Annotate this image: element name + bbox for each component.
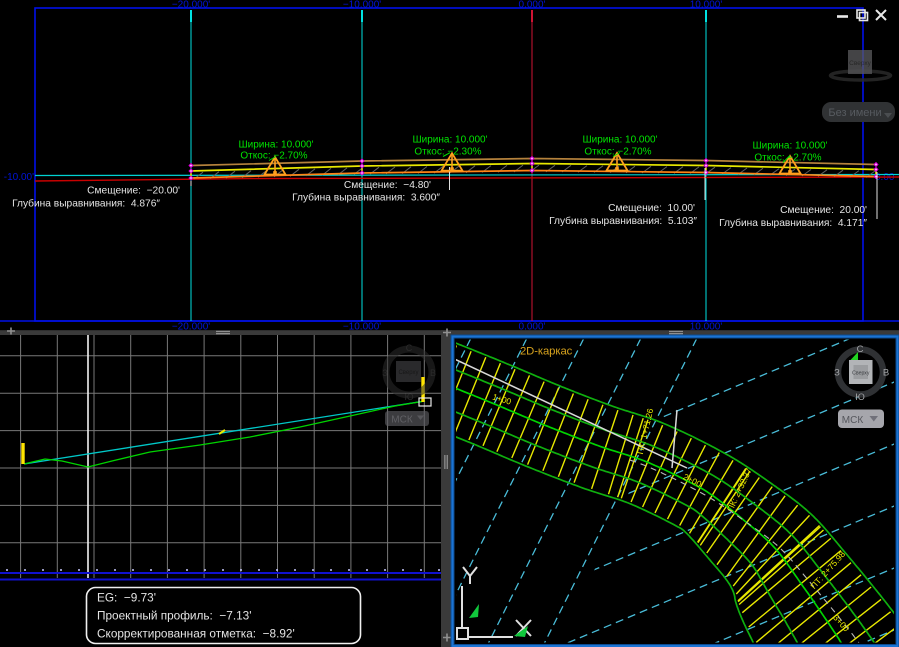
svg-text:Откос: −2.70%: Откос: −2.70%: [240, 151, 307, 162]
svg-text:Сверху: Сверху: [398, 370, 418, 376]
svg-text:−10.000': −10.000': [343, 321, 381, 332]
svg-text:Смещение: 10.00': Смещение: 10.00': [608, 203, 695, 214]
svg-text:−20.000': −20.000': [172, 321, 210, 332]
svg-text:Смещение: −4.80': Смещение: −4.80': [344, 180, 431, 191]
svg-text:В: В: [883, 368, 889, 379]
svg-text:−10.000': −10.000': [343, 0, 381, 11]
svg-text:Глубина выравнивания: 5.103″: Глубина выравнивания: 5.103″: [549, 215, 697, 227]
svg-text:МСК: МСК: [391, 415, 413, 426]
svg-text:Глубина выравнивания: 3.600″: Глубина выравнивания: 3.600″: [292, 192, 440, 204]
svg-text:10.000': 10.000': [690, 0, 723, 11]
svg-text:Скорректированная отметка: −8: Скорректированная отметка: −8.92': [97, 627, 295, 641]
svg-text:Ширина: 10.000': Ширина: 10.000': [752, 141, 827, 152]
svg-text:Сверху: Сверху: [849, 60, 871, 67]
svg-text:0.000': 0.000': [519, 321, 546, 332]
svg-text:Глубина выравнивания: 4.876″: Глубина выравнивания: 4.876″: [12, 198, 160, 210]
svg-text:Смещение: −20.00': Смещение: −20.00': [87, 186, 180, 197]
svg-text:Ширина: 10.000': Ширина: 10.000': [412, 135, 487, 146]
svg-text:Глубина выравнивания: 4.171″: Глубина выравнивания: 4.171″: [719, 217, 867, 229]
svg-text:-10.00': -10.00': [4, 172, 34, 183]
svg-text:Ширина: 10.000': Ширина: 10.000': [582, 135, 657, 146]
svg-text:В: В: [430, 368, 436, 378]
svg-text:Проектный профиль: −7.13': Проектный профиль: −7.13': [97, 609, 252, 623]
svg-text:Ю: Ю: [855, 392, 865, 403]
svg-text:З: З: [382, 368, 387, 378]
svg-text:Откос: −2.70%: Откос: −2.70%: [584, 147, 651, 158]
svg-text:Ю: Ю: [404, 392, 413, 402]
svg-text:2D-каркас: 2D-каркас: [520, 346, 573, 358]
svg-text:С: С: [406, 343, 413, 353]
svg-text:10.000': 10.000': [690, 321, 723, 332]
svg-text:Смещение: 20.00': Смещение: 20.00': [780, 205, 867, 216]
svg-text:EG: −9.73': EG: −9.73': [97, 591, 156, 605]
svg-text:Без имени: Без имени: [828, 107, 881, 119]
svg-text:0.000': 0.000': [519, 0, 546, 11]
svg-text:−20.000': −20.000': [172, 0, 210, 11]
svg-text:Ширина: 10.000': Ширина: 10.000': [238, 140, 313, 151]
svg-text:С: С: [857, 344, 864, 355]
svg-text:МСК: МСК: [842, 415, 864, 426]
svg-text:З: З: [834, 368, 840, 379]
svg-text:Сверху: Сверху: [852, 371, 870, 377]
svg-text:Откос: −2.30%: Откос: −2.30%: [414, 147, 481, 158]
